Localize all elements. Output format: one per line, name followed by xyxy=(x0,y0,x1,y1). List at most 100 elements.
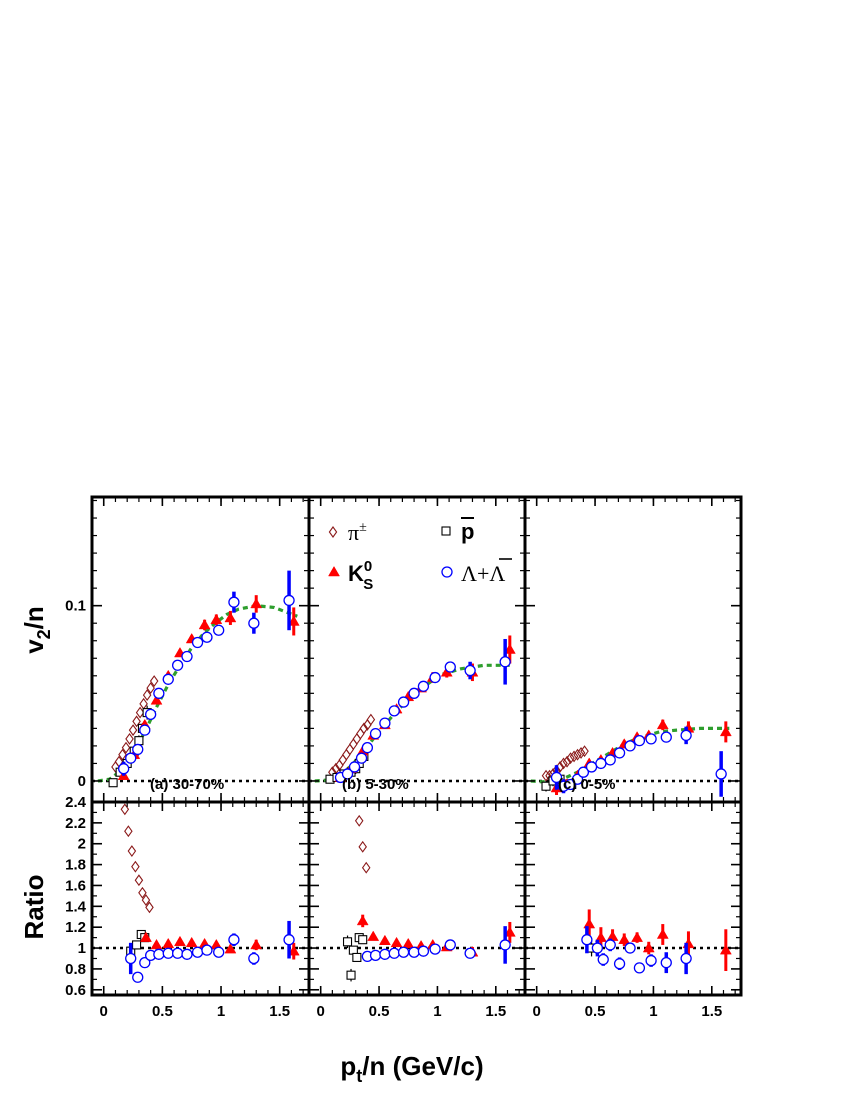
point-lambda xyxy=(228,596,240,608)
point-pion xyxy=(118,748,127,761)
ratio-point-lambda xyxy=(408,946,420,958)
ratio-point-kaon xyxy=(250,938,263,950)
point-lambda xyxy=(680,729,692,742)
y-tick-label: 0 xyxy=(78,773,86,790)
ratio-point-kaon xyxy=(631,931,644,942)
y-axis-title-ratio: Ratio xyxy=(19,875,49,940)
point-lambda xyxy=(171,659,184,671)
point-pion xyxy=(541,769,551,782)
panel-2: (b) 5-30% 0 0.5 1 1.5 xyxy=(307,495,527,1020)
x-tick-label: 1.5 xyxy=(701,1003,722,1020)
ratio-point-lambda xyxy=(680,952,692,965)
panel-label: (a) 30-70% xyxy=(150,776,224,793)
ratio-point-lambda xyxy=(283,934,295,946)
point-lambda xyxy=(499,656,511,668)
axis-titles: v2/n Ratio pt/n (GeV/c) xyxy=(19,606,484,1086)
ratio-point-lambda xyxy=(660,957,672,969)
point-pion xyxy=(366,713,376,726)
point-lambda xyxy=(191,636,204,649)
point-pion xyxy=(359,722,369,735)
legend-label-kaon-sub: S xyxy=(363,576,373,593)
ratio-point-proton xyxy=(346,970,356,980)
point-pion xyxy=(573,748,582,761)
ratio-point-lambda xyxy=(162,947,174,959)
ratio-point-lambda xyxy=(171,947,184,959)
series-pion xyxy=(541,745,589,782)
ticks xyxy=(309,497,525,995)
point-lambda xyxy=(585,761,598,773)
legend-marker-lambda xyxy=(441,566,453,578)
y-axis-title-v2n: v2/n xyxy=(19,606,54,654)
x-tick-label: 0.5 xyxy=(369,1003,390,1020)
legend-label-kaon: K0 S xyxy=(348,558,373,593)
v2-panel: (a) 30-70% xyxy=(92,570,309,793)
point-lambda xyxy=(417,680,430,692)
ratio-point-lambda xyxy=(499,939,511,951)
point-pion xyxy=(146,682,155,695)
ticks xyxy=(92,497,309,995)
point-lambda xyxy=(361,742,374,754)
panel-3: (c) 0-5% 0 0.5 1 1.5 xyxy=(523,495,743,1020)
point-pion xyxy=(352,732,362,745)
point-lambda xyxy=(577,766,590,778)
point-lambda xyxy=(660,731,672,743)
ratio-point-kaon xyxy=(642,942,655,953)
x-tick-label: 0 xyxy=(317,1003,325,1020)
point-lambda xyxy=(633,734,646,747)
ratio-point-lambda xyxy=(139,957,151,969)
ratio-panel-frame xyxy=(523,800,743,997)
series-kaon xyxy=(117,595,300,780)
point-pion xyxy=(559,757,568,770)
v2-panel-frame xyxy=(523,495,743,804)
point-lambda xyxy=(379,717,391,729)
ratio-panel xyxy=(92,803,309,983)
ratio-point-lambda xyxy=(645,954,657,967)
ratio-series-proton xyxy=(342,933,368,982)
ratio-point-pion xyxy=(145,901,154,914)
point-pion xyxy=(356,727,365,740)
ratio-point-kaon xyxy=(594,931,607,942)
x-tick-label: 0.5 xyxy=(152,1003,173,1020)
point-lambda xyxy=(613,747,626,759)
point-lambda xyxy=(604,754,616,766)
ratio-point-kaon xyxy=(656,928,669,939)
ratio-series-kaon xyxy=(583,909,732,972)
point-lambda xyxy=(550,771,563,784)
y-tick-label: 0.8 xyxy=(65,961,86,978)
legend-marker-kaon xyxy=(328,566,340,577)
point-lambda xyxy=(132,743,144,756)
point-pion xyxy=(566,752,575,765)
ratio-point-lambda xyxy=(388,947,400,959)
legend-label-kaon-sup: 0 xyxy=(364,558,372,575)
point-pion xyxy=(342,748,351,761)
ratio-point-kaon xyxy=(402,937,415,949)
point-pion xyxy=(125,732,134,745)
ratio-point-kaon xyxy=(719,944,732,955)
ratio-point-lambda xyxy=(581,934,593,946)
ratio-point-kaon xyxy=(618,933,631,944)
ratio-point-lambda xyxy=(417,945,430,957)
point-kaon xyxy=(503,643,516,654)
ratio-series-pion xyxy=(354,814,371,874)
y-tick-label: 1.2 xyxy=(65,919,86,936)
point-lambda xyxy=(397,696,410,708)
ratio-panel-frame xyxy=(307,800,527,997)
legend-label-proton: p xyxy=(461,519,474,544)
point-kaon xyxy=(656,718,669,730)
ratio-point-pion xyxy=(354,814,364,827)
point-lambda xyxy=(388,705,400,717)
point-kaon xyxy=(224,611,237,623)
y-tick-label: 0.1 xyxy=(65,598,86,615)
point-pion xyxy=(576,746,586,759)
point-proton xyxy=(134,736,144,746)
y-tick-label: 1.4 xyxy=(65,898,87,915)
series-lambda xyxy=(334,638,511,784)
point-lambda xyxy=(715,768,727,780)
x-tick-label: 1.5 xyxy=(485,1003,506,1020)
point-lambda xyxy=(181,650,193,663)
ratio-point-proton xyxy=(342,937,353,947)
ratio-point-pion xyxy=(131,860,140,873)
ratio-point-lambda xyxy=(591,942,604,954)
point-kaon xyxy=(198,618,211,630)
ratio-point-lambda xyxy=(248,952,260,965)
